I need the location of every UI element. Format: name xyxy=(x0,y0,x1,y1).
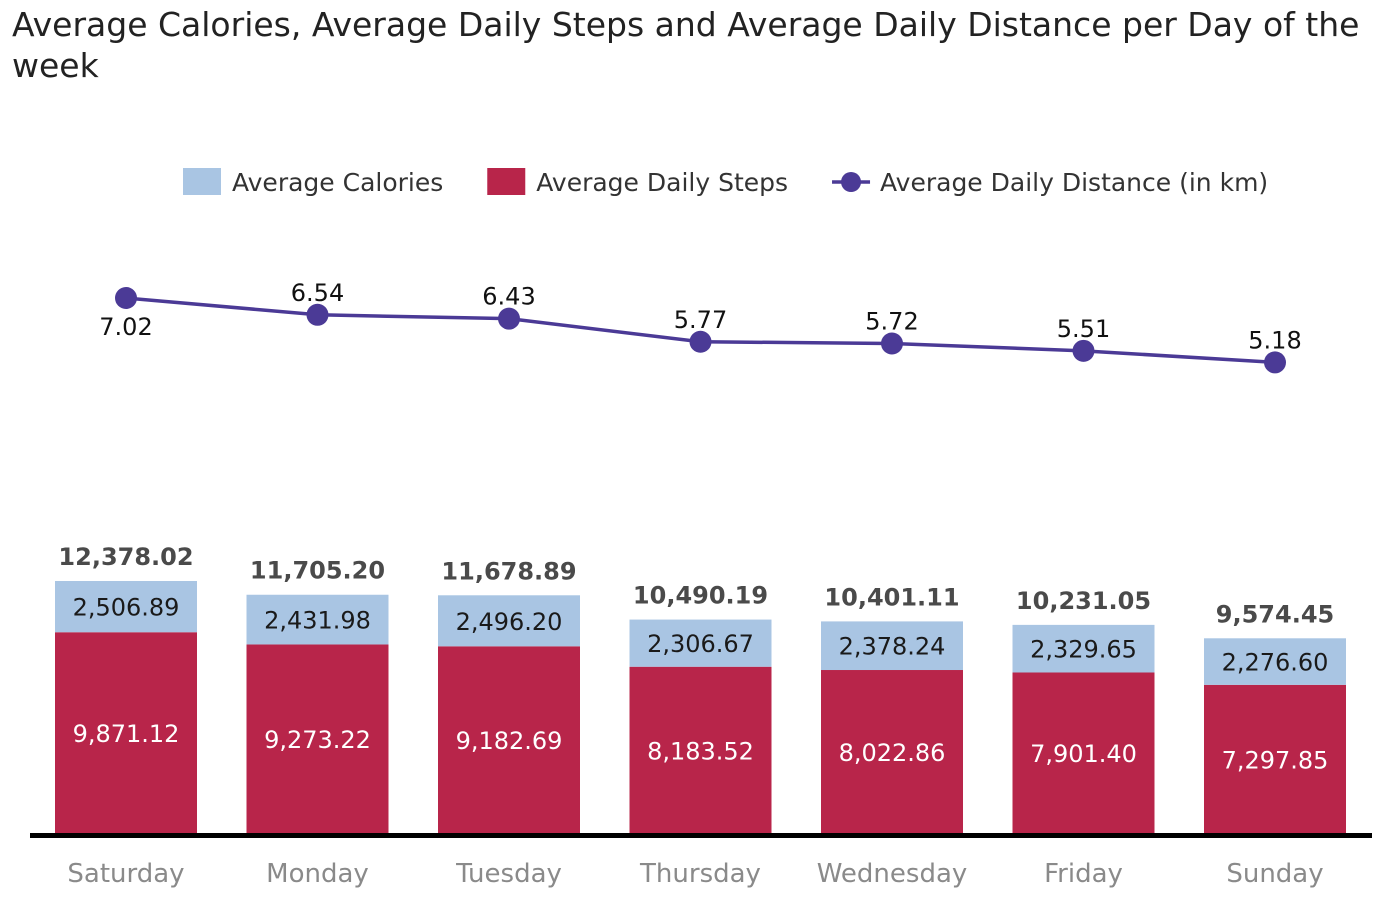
distance-value-label: 7.02 xyxy=(99,313,152,341)
total-value-label: 12,378.02 xyxy=(58,543,193,571)
steps-value-label: 9,273.22 xyxy=(264,726,371,754)
x-tick-label: Wednesday xyxy=(817,859,968,889)
calories-value-label: 2,431.98 xyxy=(264,607,371,635)
bar-steps-tuesday[interactable] xyxy=(438,646,580,834)
steps-value-label: 8,183.52 xyxy=(647,737,754,765)
steps-value-label: 9,182.69 xyxy=(456,727,563,755)
calories-value-label: 2,496.20 xyxy=(456,608,563,636)
distance-value-label: 5.77 xyxy=(674,306,727,334)
distance-value-label: 5.51 xyxy=(1057,315,1110,343)
bar-calories-monday[interactable] xyxy=(246,594,389,645)
total-value-label: 10,401.11 xyxy=(824,583,959,611)
distance-line-layer: 7.02 6.54 6.43 5.77 5.72 5.51 5.18 xyxy=(99,279,1302,374)
bar-steps-friday[interactable] xyxy=(1012,672,1155,834)
steps-value-label: 7,297.85 xyxy=(1222,746,1329,774)
calories-value-label: 2,506.89 xyxy=(73,594,180,622)
chart-legend: Average Calories Average Daily Steps Avera… xyxy=(183,168,1268,197)
bar-calories-sunday[interactable] xyxy=(1204,638,1346,685)
distance-point-thursday[interactable] xyxy=(689,330,712,353)
x-tick-label: Sunday xyxy=(1226,859,1323,889)
distance-point-monday[interactable] xyxy=(306,303,329,326)
bar-calories-friday[interactable] xyxy=(1012,624,1155,673)
distance-point-sunday[interactable] xyxy=(1264,351,1286,374)
x-axis: Saturday Monday Tuesday Thursday Wednesday Fr… xyxy=(30,833,1372,889)
total-value-label: 9,574.45 xyxy=(1216,600,1334,628)
total-value-label: 10,490.19 xyxy=(633,582,768,610)
calories-value-label: 2,378.24 xyxy=(839,633,946,661)
distance-point-tuesday[interactable] xyxy=(498,307,520,330)
legend-label-average-daily-distance-in-km: Average Daily Distance (in km) xyxy=(880,168,1268,197)
x-tick-label: Monday xyxy=(266,859,369,889)
distance-value-label: 6.54 xyxy=(291,279,344,307)
bar-calories-wednesday[interactable] xyxy=(821,621,963,671)
legend-item-average-daily-distance-in-km[interactable]: Average Daily Distance (in km) xyxy=(832,168,1268,197)
distance-point-wednesday[interactable] xyxy=(881,332,903,355)
bar-calories-tuesday[interactable] xyxy=(438,595,580,647)
distance-value-label: 6.43 xyxy=(482,283,535,311)
bar-calories-saturday[interactable] xyxy=(55,580,197,633)
total-value-label: 11,678.89 xyxy=(441,557,576,585)
total-value-label: 11,705.20 xyxy=(250,557,385,585)
calories-value-label: 2,306.67 xyxy=(647,630,754,658)
steps-value-label: 8,022.86 xyxy=(839,739,946,767)
bar-steps-saturday[interactable] xyxy=(55,632,197,834)
bar-calories-thursday[interactable] xyxy=(629,619,772,667)
legend-item-average-calories[interactable]: Average Calories xyxy=(183,168,443,197)
legend-swatch-average-calories xyxy=(183,168,221,195)
distance-point-saturday[interactable] xyxy=(115,287,137,309)
bar-steps-monday[interactable] xyxy=(246,644,389,834)
chart-title: Average Calories, Average Daily Steps an… xyxy=(12,5,1359,85)
chart-title-line-1: Average Calories, Average Daily Steps an… xyxy=(12,5,1359,44)
distance-value-label: 5.18 xyxy=(1248,326,1301,354)
bar-steps-sunday[interactable] xyxy=(1204,684,1346,834)
distance-point-friday[interactable] xyxy=(1072,339,1095,362)
legend-label-average-calories: Average Calories xyxy=(232,168,443,197)
legend-dot-average-daily-distance-in-km xyxy=(841,172,862,192)
bar-steps-wednesday[interactable] xyxy=(821,670,963,834)
distance-value-label: 5.72 xyxy=(865,308,918,336)
legend-item-average-daily-steps[interactable]: Average Daily Steps xyxy=(487,168,788,197)
x-tick-label: Saturday xyxy=(67,859,184,889)
bar-steps-thursday[interactable] xyxy=(629,666,772,834)
legend-label-average-daily-steps: Average Daily Steps xyxy=(536,168,788,197)
steps-value-label: 7,901.40 xyxy=(1030,740,1137,768)
x-tick-label: Tuesday xyxy=(455,859,562,889)
legend-swatch-average-daily-steps xyxy=(487,168,526,195)
calories-value-label: 2,276.60 xyxy=(1222,649,1329,677)
chart-title-line-2: week xyxy=(12,46,100,85)
x-tick-label: Friday xyxy=(1044,859,1123,889)
bar-layer: 9,871.12 2,506.89 12,378.02 9,273.22 2,431.9… xyxy=(55,543,1346,834)
x-tick-label: Thursday xyxy=(639,859,761,889)
calories-value-label: 2,329.65 xyxy=(1030,636,1137,664)
total-value-label: 10,231.05 xyxy=(1016,587,1151,615)
steps-value-label: 9,871.12 xyxy=(73,720,180,748)
